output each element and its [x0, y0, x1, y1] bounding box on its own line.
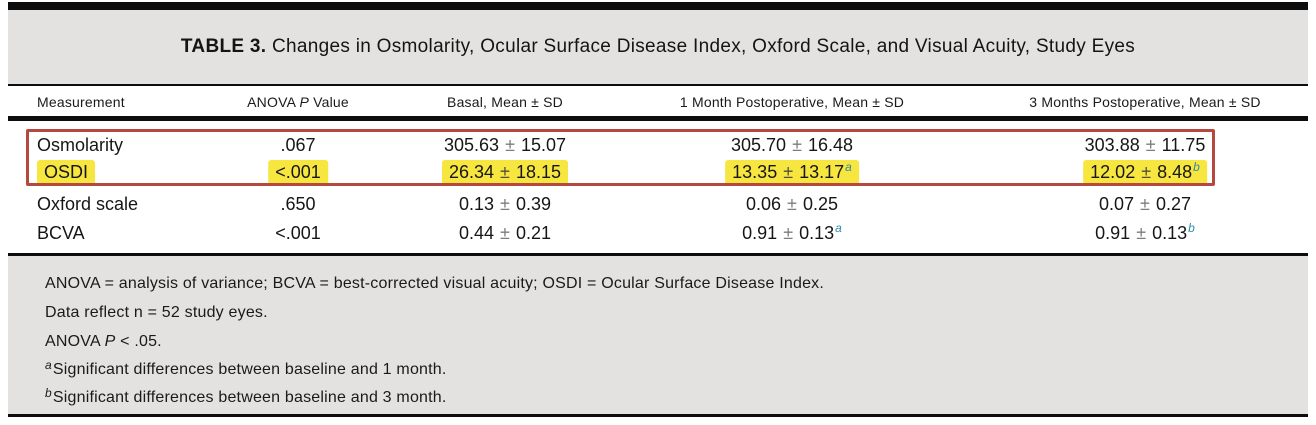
plus-minus-sign: ±: [1145, 135, 1156, 155]
body-bottom-rule: [8, 253, 1308, 256]
footnote-marker-b: b: [1188, 221, 1195, 235]
footnote-b: bSignificant differences between baselin…: [45, 386, 447, 409]
column-header-measurement: Measurement: [37, 94, 125, 110]
plus-minus-sign: ±: [500, 194, 510, 214]
yellow-highlight: 12.02 ±8.48b: [1083, 160, 1207, 185]
anova-header-post: Value: [313, 94, 349, 110]
one-month-value: 305.70 ±16.48: [731, 135, 853, 155]
anova-note-p: P: [104, 333, 116, 350]
table-title-band: TABLE 3. Changes in Osmolarity, Ocular S…: [8, 10, 1308, 84]
column-header-basal: Basal, Mean ± SD: [447, 94, 563, 110]
three-months-value: 12.02 ±8.48b: [1083, 159, 1207, 187]
yellow-highlight: OSDI: [37, 160, 96, 185]
plus-minus-sign: ±: [787, 194, 797, 214]
three-months-value: 0.07 ±0.27: [1099, 194, 1191, 214]
three-months-value: 303.88 ±11.75: [1084, 135, 1206, 155]
plus-minus-sign: ±: [783, 223, 794, 243]
footnote-a-marker: a: [45, 358, 52, 372]
table-row-osmolarity: Osmolarity .067 305.63 ±15.07 305.70 ±16.4…: [0, 132, 1316, 158]
anova-note-post: < .05.: [120, 333, 162, 350]
footer-bottom-rule: [8, 414, 1308, 417]
table-row-oxford-scale: Oxford scale .650 0.13 ±0.39 0.06 ±0.25 0.…: [0, 191, 1316, 217]
measurement-label: BCVA: [37, 223, 85, 243]
annotation-red-box: [26, 129, 1215, 186]
measurement-label: OSDI: [37, 159, 96, 185]
anova-p-value: .650: [280, 194, 316, 214]
column-header-1-month: 1 Month Postoperative, Mean ± SD: [679, 94, 905, 110]
plus-minus-sign: ±: [505, 135, 515, 155]
footnote-a-text: Significant differences between baseline…: [52, 361, 447, 378]
table-row-osdi: OSDI <.001 26.34 ±18.15 13.35 ±13.17a 12.0…: [0, 159, 1316, 185]
plus-minus-sign: ±: [1141, 162, 1152, 182]
measurement-label: Osmolarity: [37, 135, 124, 155]
basal-value: 26.34 ±18.15: [442, 159, 568, 185]
column-header-anova-p-value: ANOVA P Value: [247, 91, 349, 113]
anova-header-p: P: [299, 94, 309, 110]
footnote-marker-a: a: [835, 221, 842, 235]
table-number: TABLE 3.: [180, 36, 267, 57]
header-bottom-rule: [8, 116, 1308, 121]
footnote-significance-threshold: ANOVA P < .05.: [45, 331, 162, 352]
footnote-sample-size: Data reflect n = 52 study eyes.: [45, 304, 268, 321]
plus-minus-sign: ±: [500, 162, 510, 182]
plus-minus-sign: ±: [1136, 223, 1147, 243]
footnote-b-text: Significant differences between baseline…: [52, 389, 447, 406]
footnote-abbreviations: ANOVA = analysis of variance; BCVA = bes…: [45, 275, 825, 292]
plus-minus-sign: ±: [792, 135, 802, 155]
anova-header-pre: ANOVA: [247, 94, 296, 110]
basal-value: 0.44 ±0.21: [459, 223, 551, 243]
title-bottom-rule: [8, 84, 1308, 86]
table-title-text: Changes in Osmolarity, Ocular Surface Di…: [271, 36, 1136, 57]
plus-minus-sign: ±: [500, 223, 510, 243]
table-title: TABLE 3. Changes in Osmolarity, Ocular S…: [181, 36, 1135, 58]
plus-minus-sign: ±: [783, 162, 794, 182]
yellow-highlight: 13.35 ±13.17a: [725, 160, 859, 185]
yellow-highlight: 26.34 ±18.15: [442, 160, 568, 185]
one-month-value: 13.35 ±13.17a: [725, 159, 859, 187]
measurement-label: Oxford scale: [37, 194, 139, 214]
anova-p-value: .067: [280, 135, 316, 155]
one-month-value: 0.06 ±0.25: [746, 194, 838, 214]
footnote-band: [8, 256, 1308, 414]
anova-p-value: <.001: [268, 159, 328, 185]
column-header-3-months: 3 Months Postoperative, Mean ± SD: [1029, 94, 1261, 110]
top-rule: [8, 2, 1308, 10]
basal-value: 0.13 ±0.39: [459, 194, 551, 214]
anova-p-value: <.001: [275, 223, 321, 243]
footnote-b-marker: b: [45, 386, 52, 400]
three-months-value: 0.91 ±0.13b: [1095, 221, 1195, 243]
basal-value: 305.63 ±15.07: [444, 135, 566, 155]
plus-minus-sign: ±: [1140, 194, 1150, 214]
anova-note-pre: ANOVA: [45, 333, 100, 350]
table-row-bcva: BCVA <.001 0.44 ±0.21 0.91 ±0.13a 0.91 ±0.1…: [0, 220, 1316, 246]
yellow-highlight: <.001: [268, 160, 328, 185]
footnote-marker-b: b: [1193, 160, 1200, 174]
footnote-a: aSignificant differences between baselin…: [45, 358, 447, 381]
one-month-value: 0.91 ±0.13a: [742, 221, 842, 243]
footnote-marker-a: a: [845, 160, 852, 174]
